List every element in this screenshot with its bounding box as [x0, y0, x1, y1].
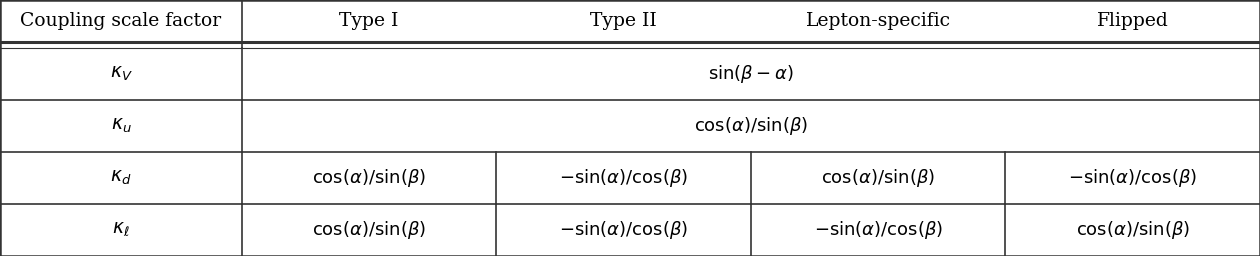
Text: Type I: Type I: [339, 12, 399, 30]
Text: $\kappa_V$: $\kappa_V$: [110, 65, 132, 83]
Text: $-\sin(\alpha)/\cos(\beta)$: $-\sin(\alpha)/\cos(\beta)$: [559, 219, 688, 241]
Text: Type II: Type II: [591, 12, 656, 30]
Text: $\cos(\alpha)/\sin(\beta)$: $\cos(\alpha)/\sin(\beta)$: [822, 167, 935, 189]
Text: $\kappa_d$: $\kappa_d$: [110, 169, 132, 187]
Text: Flipped: Flipped: [1097, 12, 1168, 30]
Text: $-\sin(\alpha)/\cos(\beta)$: $-\sin(\alpha)/\cos(\beta)$: [814, 219, 942, 241]
Text: Coupling scale factor: Coupling scale factor: [20, 12, 222, 30]
Text: $\cos(\alpha)/\sin(\beta)$: $\cos(\alpha)/\sin(\beta)$: [694, 115, 808, 137]
Text: $-\sin(\alpha)/\cos(\beta)$: $-\sin(\alpha)/\cos(\beta)$: [1068, 167, 1197, 189]
Text: $\kappa_\ell$: $\kappa_\ell$: [112, 221, 130, 239]
Text: $\cos(\alpha)/\sin(\beta)$: $\cos(\alpha)/\sin(\beta)$: [1076, 219, 1189, 241]
Text: $\kappa_u$: $\kappa_u$: [111, 117, 131, 135]
Text: $\cos(\alpha)/\sin(\beta)$: $\cos(\alpha)/\sin(\beta)$: [312, 167, 426, 189]
Text: Lepton-specific: Lepton-specific: [805, 12, 951, 30]
Text: $\cos(\alpha)/\sin(\beta)$: $\cos(\alpha)/\sin(\beta)$: [312, 219, 426, 241]
Text: $-\sin(\alpha)/\cos(\beta)$: $-\sin(\alpha)/\cos(\beta)$: [559, 167, 688, 189]
Text: $\sin(\beta - \alpha)$: $\sin(\beta - \alpha)$: [708, 63, 794, 85]
